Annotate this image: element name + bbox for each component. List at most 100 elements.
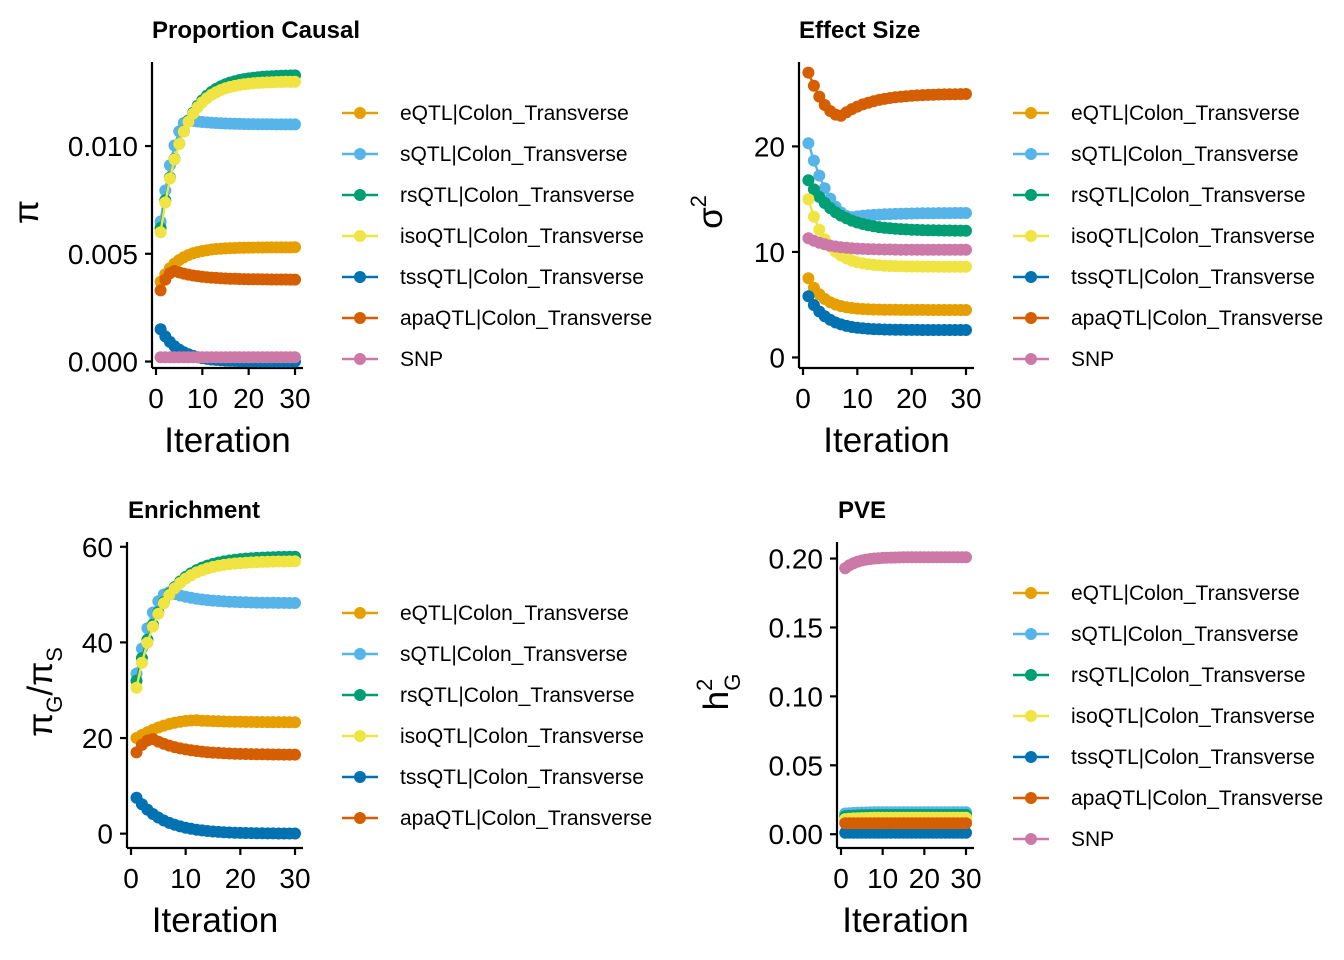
panel-title: Effect Size xyxy=(799,17,920,44)
panel-effect: Effect Size 0 10 20 30 0 10 20 Iteration σ2 eQTL|C… xyxy=(686,17,1323,460)
data-point xyxy=(289,273,301,286)
legend-key-point xyxy=(1025,230,1037,242)
legend-item-apaqtl-colon-transverse: apaQTL|Colon_Transverse xyxy=(1013,787,1323,810)
legend-key-point xyxy=(1025,751,1037,763)
legend-label: sQTL|Colon_Transverse xyxy=(400,643,628,666)
legend: eQTL|Colon_Transverse sQTL|Colon_Transver… xyxy=(342,102,652,371)
legend-item-rsqtl-colon-transverse: rsQTL|Colon_Transverse xyxy=(1013,184,1306,207)
legend-key-point xyxy=(1025,587,1037,599)
legend-key-point xyxy=(1025,353,1037,365)
legend-key-point xyxy=(1025,669,1037,681)
data-point xyxy=(802,193,815,206)
legend-key-point xyxy=(354,730,366,742)
data-point xyxy=(807,210,820,223)
data-point xyxy=(289,118,301,131)
legend-key-point xyxy=(1025,271,1037,283)
data-point xyxy=(960,88,972,100)
y-tick-label: 0.010 xyxy=(68,131,138,162)
y-tick-label: 0.15 xyxy=(769,612,824,643)
legend-key-point xyxy=(354,148,366,160)
legend-label: sQTL|Colon_Transverse xyxy=(1071,623,1299,646)
legend-label: isoQTL|Colon_Transverse xyxy=(400,225,644,248)
data-point xyxy=(289,555,301,568)
data-point xyxy=(141,636,154,649)
x-tick-label: 30 xyxy=(950,863,981,894)
legend-key-point xyxy=(1025,792,1037,804)
legend-item-eqtl-colon-transverse: eQTL|Colon_Transverse xyxy=(1013,582,1300,605)
legend-label: isoQTL|Colon_Transverse xyxy=(1071,705,1315,728)
series-eqtl-colon-transverse xyxy=(802,272,972,316)
legend-label: tssQTL|Colon_Transverse xyxy=(400,766,644,789)
x-tick-label: 0 xyxy=(123,863,139,894)
legend-label: isoQTL|Colon_Transverse xyxy=(1071,225,1315,248)
y-tick-label: 0.005 xyxy=(68,239,138,270)
legend-label: rsQTL|Colon_Transverse xyxy=(400,684,635,707)
legend-item-sqtl-colon-transverse: sQTL|Colon_Transverse xyxy=(342,643,628,666)
series-isoqtl-colon-transverse xyxy=(130,555,301,694)
y-tick-label: 0 xyxy=(769,342,785,373)
data-point xyxy=(289,716,301,729)
legend-label: apaQTL|Colon_Transverse xyxy=(400,307,652,330)
legend-key-point xyxy=(354,107,366,119)
series-apaqtl-colon-transverse xyxy=(839,817,972,830)
legend-key-point xyxy=(354,648,366,660)
series-sqtl-colon-transverse xyxy=(130,586,301,680)
legend-item-apaqtl-colon-transverse: apaQTL|Colon_Transverse xyxy=(342,807,652,830)
y-tick-label: 20 xyxy=(754,131,785,162)
legend-label: sQTL|Colon_Transverse xyxy=(1071,143,1299,166)
legend-key-point xyxy=(1025,148,1037,160)
x-tick-label: 30 xyxy=(279,863,310,894)
x-tick-label: 10 xyxy=(842,383,873,414)
legend-item-sqtl-colon-transverse: sQTL|Colon_Transverse xyxy=(342,143,628,166)
legend-label: SNP xyxy=(1071,828,1114,851)
data-point xyxy=(960,817,972,830)
legend-label: isoQTL|Colon_Transverse xyxy=(400,725,644,748)
legend-key-point xyxy=(354,689,366,701)
data-point xyxy=(807,79,820,92)
x-tick-label: 10 xyxy=(187,383,218,414)
legend-label: tssQTL|Colon_Transverse xyxy=(1071,746,1315,769)
data-point xyxy=(154,226,167,239)
y-tick-label: 40 xyxy=(82,627,113,658)
legend-label: tssQTL|Colon_Transverse xyxy=(1071,266,1315,289)
data-point xyxy=(960,324,972,336)
legend-label: tssQTL|Colon_Transverse xyxy=(400,266,644,289)
data-point xyxy=(802,174,815,187)
data-point xyxy=(813,223,826,236)
legend-key-point xyxy=(354,771,366,783)
legend-item-eqtl-colon-transverse: eQTL|Colon_Transverse xyxy=(1013,102,1300,125)
series-line xyxy=(159,74,296,229)
legend-item-tssqtl-colon-transverse: tssQTL|Colon_Transverse xyxy=(342,266,644,289)
series-apaqtl-colon-transverse xyxy=(154,265,301,297)
legend-item-isoqtl-colon-transverse: isoQTL|Colon_Transverse xyxy=(1013,705,1315,728)
legend-item-snp: SNP xyxy=(342,348,443,371)
series-tssqtl-colon-transverse xyxy=(839,826,972,839)
data-point xyxy=(163,172,176,185)
data-point xyxy=(289,241,301,254)
legend-key-point xyxy=(1025,710,1037,722)
legend-label: eQTL|Colon_Transverse xyxy=(1071,582,1300,605)
x-tick-label: 0 xyxy=(795,383,811,414)
legend-item-isoqtl-colon-transverse: isoQTL|Colon_Transverse xyxy=(1013,225,1315,248)
series-snp xyxy=(154,351,301,364)
series-rsqtl-colon-transverse xyxy=(802,174,972,237)
panel-title: Enrichment xyxy=(128,497,260,524)
series-line xyxy=(159,80,295,233)
data-point xyxy=(960,260,972,273)
y-tick-label: 0.05 xyxy=(769,750,824,781)
legend-item-rsqtl-colon-transverse: rsQTL|Colon_Transverse xyxy=(342,684,635,707)
series-snp xyxy=(802,232,972,256)
legend-key-point xyxy=(1025,107,1037,119)
legend-key-point xyxy=(1025,312,1037,324)
y-tick-label: 0.10 xyxy=(769,681,824,712)
panel-proportion: Proportion Causal 0 10 20 30 0.000 0.005 0.010 I… xyxy=(7,17,652,460)
legend: eQTL|Colon_Transverse sQTL|Colon_Transver… xyxy=(1013,582,1323,851)
legend-key-point xyxy=(354,353,366,365)
data-point xyxy=(289,75,301,88)
x-tick-label: 20 xyxy=(909,863,940,894)
legend-label: eQTL|Colon_Transverse xyxy=(400,602,629,625)
data-point xyxy=(135,656,148,669)
legend-key-point xyxy=(354,271,366,283)
x-axis-label: Iteration xyxy=(164,421,290,460)
